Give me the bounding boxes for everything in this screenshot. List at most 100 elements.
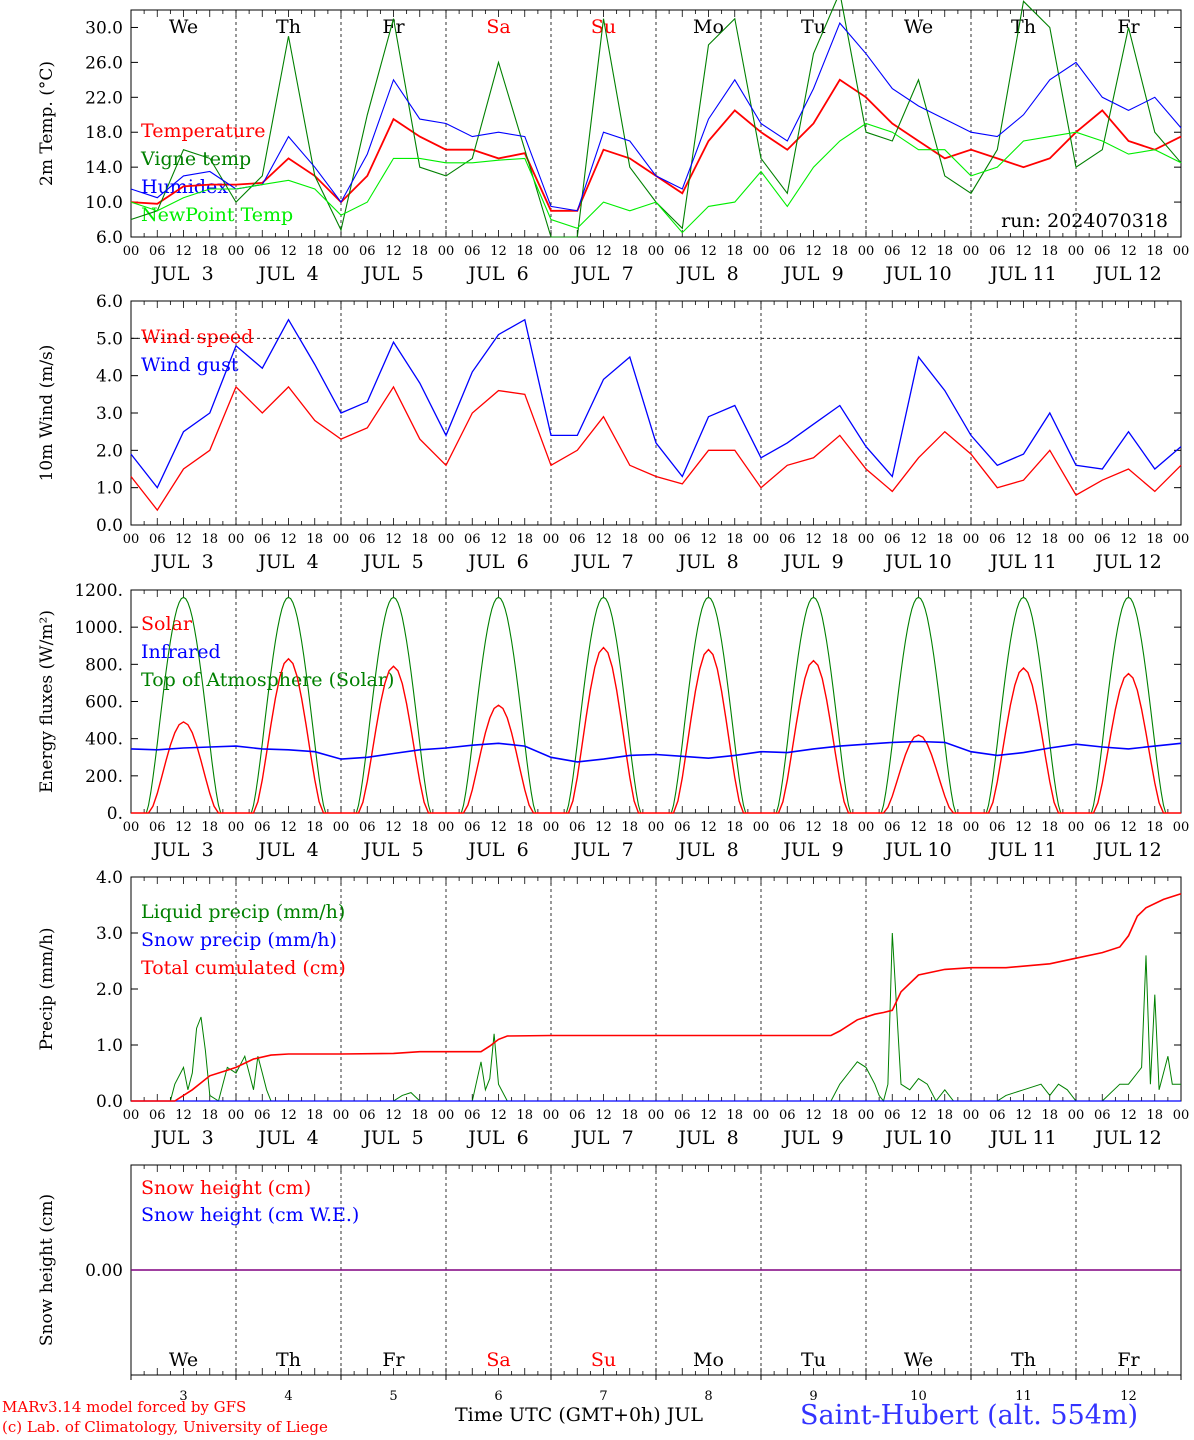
y-tick-label: 26.0 (85, 53, 123, 73)
hour-tick-label: 12 (1015, 532, 1032, 547)
hour-tick-label: 00 (543, 244, 560, 259)
hour-tick-label: 00 (648, 1108, 665, 1123)
date-label: JUL 8 (676, 551, 738, 573)
hour-tick-label: 00 (1068, 1108, 1085, 1123)
hour-tick-label: 12 (385, 532, 402, 547)
hour-tick-label: 12 (280, 1108, 297, 1123)
panel-1: 6.0 10.0 14.0 18.0 22.0 26.0 30.0 2m Temp. (°C)… (37, 9, 1190, 285)
hour-tick-label: 12 (175, 1108, 192, 1123)
hour-tick-label: 06 (1094, 532, 1111, 547)
legend-entry: Wind gust (141, 354, 239, 376)
legend-entry: NewPoint Temp (141, 204, 293, 226)
series-temp-3 (130, 122, 1182, 234)
hour-tick-label: 06 (674, 1108, 691, 1123)
hour-tick-label: 12 (1120, 244, 1137, 259)
y-tick-label: 2.0 (96, 980, 123, 1000)
hour-tick-label: 00 (753, 820, 770, 835)
hour-tick-label: 06 (149, 244, 166, 259)
weekday-label: Su (591, 16, 616, 38)
hour-tick-label: 18 (726, 244, 743, 259)
hour-tick-label: 00 (543, 820, 560, 835)
day-number-label: 4 (284, 1389, 292, 1404)
series-wind-0 (130, 385, 1182, 512)
hour-tick-label: 06 (779, 532, 796, 547)
hour-tick-label: 12 (1120, 1108, 1137, 1123)
weekday-label: Mo (693, 16, 724, 38)
station-title: Saint-Hubert (alt. 554m) (800, 1400, 1139, 1431)
hour-tick-label: 12 (1015, 244, 1032, 259)
weekday-label: We (169, 1349, 198, 1371)
date-label: JUL 10 (883, 263, 951, 285)
y-tick-label: 6.0 (96, 292, 123, 312)
weekday-label: We (904, 16, 933, 38)
hour-tick-label: 00 (858, 1108, 875, 1123)
hour-tick-label: 00 (753, 532, 770, 547)
hour-tick-label: 00 (123, 532, 140, 547)
hour-tick-label: 00 (963, 820, 980, 835)
panel-4: 0.0 1.0 2.0 3.0 4.0 Precip (mm/h) 00 06 12 18 00 06… (37, 868, 1189, 1149)
hour-tick-label: 00 (228, 532, 245, 547)
date-label: JUL 3 (151, 263, 213, 285)
hour-tick-label: 06 (569, 820, 586, 835)
hour-tick-label: 12 (175, 244, 192, 259)
date-label: JUL 6 (466, 551, 528, 573)
hour-tick-label: 18 (936, 820, 953, 835)
hour-tick-label: 18 (1041, 532, 1058, 547)
hour-tick-label: 06 (989, 1108, 1006, 1123)
y-tick-label: 5.0 (96, 329, 123, 349)
date-label: JUL 4 (256, 1127, 318, 1149)
hour-tick-label: 12 (1120, 820, 1137, 835)
hour-tick-label: 18 (1041, 1108, 1058, 1123)
weekday-label: Th (1011, 16, 1036, 38)
date-label: JUL 11 (988, 551, 1056, 573)
hour-tick-label: 12 (805, 820, 822, 835)
hour-tick-label: 00 (333, 244, 350, 259)
hour-tick-label: 12 (1015, 1108, 1032, 1123)
hour-tick-label: 06 (569, 244, 586, 259)
hour-tick-label: 12 (700, 532, 717, 547)
date-label: JUL 7 (571, 551, 633, 573)
series-infrared (130, 740, 1182, 763)
hour-tick-label: 12 (700, 244, 717, 259)
panel-frame (130, 300, 1182, 526)
y-tick-label: 4.0 (96, 367, 123, 387)
y-tick-label: 0.0 (96, 1092, 123, 1112)
hour-tick-label: 18 (1146, 244, 1163, 259)
hour-tick-label: 06 (254, 244, 271, 259)
weekday-label: Th (276, 1349, 301, 1371)
panel-frame (130, 589, 1182, 814)
day-number-label: 3 (179, 1389, 187, 1404)
hour-tick-label: 18 (1041, 820, 1058, 835)
hour-tick-label: 18 (411, 1108, 428, 1123)
hour-tick-label: 06 (149, 1108, 166, 1123)
date-label: JUL 4 (256, 839, 318, 861)
hour-tick-label: 12 (280, 820, 297, 835)
day-number-label: 8 (704, 1389, 712, 1404)
hour-tick-label: 00 (753, 1108, 770, 1123)
hour-tick-label: 12 (490, 820, 507, 835)
weekday-label: Sa (486, 16, 510, 38)
hour-tick-label: 06 (989, 820, 1006, 835)
hour-tick-label: 06 (149, 532, 166, 547)
hour-tick-label: 12 (595, 820, 612, 835)
hour-tick-label: 06 (1094, 820, 1111, 835)
day-number-label: 5 (389, 1389, 397, 1404)
hour-tick-label: 18 (201, 244, 218, 259)
y-tick-label: 22.0 (85, 88, 123, 108)
hour-tick-label: 06 (149, 820, 166, 835)
hour-tick-label: 18 (831, 244, 848, 259)
date-label: JUL 10 (883, 1127, 951, 1149)
day-number-label: 7 (599, 1389, 607, 1404)
legend-entry: Infrared (141, 641, 221, 663)
weekday-label: Th (1011, 1349, 1036, 1371)
hour-tick-label: 12 (385, 244, 402, 259)
hour-tick-label: 18 (621, 1108, 638, 1123)
weekday-label: Th (276, 16, 301, 38)
day-number-label: 10 (910, 1389, 927, 1404)
hour-tick-label: 18 (621, 532, 638, 547)
hour-tick-label: 18 (306, 1108, 323, 1123)
hour-tick-label: 06 (779, 820, 796, 835)
weekday-label: We (169, 16, 198, 38)
hour-tick-label: 00 (1173, 244, 1190, 259)
